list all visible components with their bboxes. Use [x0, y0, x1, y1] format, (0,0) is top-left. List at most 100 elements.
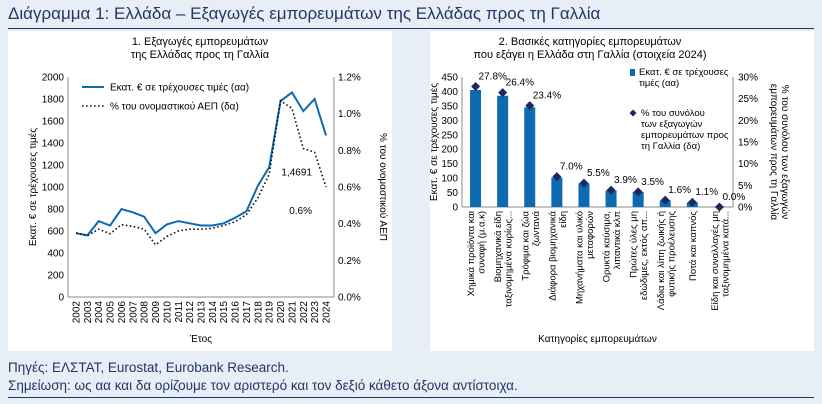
category-label: Βιομηχανικά είδηταξινομημένα κυρίως... — [493, 211, 515, 307]
footer-divider — [8, 397, 814, 398]
left-tick-label: 1400 — [42, 139, 65, 150]
x-tick-label: 2017 — [242, 301, 253, 324]
x-tick-label: 2007 — [128, 301, 139, 324]
category-label-line: ταξινομημένα κατά... — [720, 211, 731, 297]
right-tick-label: 5% — [738, 181, 753, 192]
left-tick-label: 600 — [47, 227, 64, 238]
bar — [578, 183, 590, 207]
category-label-line: μεταφορών — [585, 211, 596, 259]
right-axis-label: % του ονομαστικού ΑΕΠ — [377, 133, 389, 241]
category-label-line: Μηχανήματα και υλικό — [574, 211, 585, 304]
left-tick-label: 100 — [441, 174, 458, 185]
line-chart-panel: 1. Εξαγωγές εμπορευμάτων της Ελλάδας προς… — [8, 31, 392, 351]
category-label-line: είδη — [558, 211, 569, 228]
share-marker — [471, 82, 481, 92]
share-marker — [552, 172, 562, 182]
right-tick-label: 0.0% — [338, 293, 361, 304]
chart-title: που εξάγει η Ελλάδα στη Γαλλία (στοιχεία… — [473, 49, 706, 61]
left-tick-label: 50 — [447, 188, 459, 199]
right-tick-label: 30% — [738, 73, 758, 84]
data-label: 0.6% — [289, 206, 312, 217]
left-tick-label: 200 — [47, 271, 64, 282]
category-label-line: συναφή (μ.α.κ) — [477, 211, 488, 274]
x-tick-label: 2008 — [140, 301, 151, 324]
x-tick-label: 2014 — [208, 301, 219, 324]
legend-entry: % του ονομαστικού ΑΕΠ (δα) — [110, 101, 239, 113]
data-label: 1.6% — [668, 185, 691, 196]
x-tick-label: 2021 — [287, 301, 298, 324]
x-tick-label: 2012 — [185, 301, 196, 324]
x-tick-label: 2023 — [310, 301, 321, 324]
legend-entry: τη Γαλλία (δα) — [641, 141, 700, 152]
x-tick-label: 2013 — [197, 301, 208, 324]
left-axis-label: Εκατ. € σε τρέχουσες τιμές — [430, 83, 440, 201]
left-tick-label: 1000 — [42, 183, 65, 194]
right-tick-label: 0.4% — [338, 219, 361, 230]
legend-entry: Εκατ. € σε τρέχουσες τιμές (αα) — [110, 82, 249, 94]
left-tick-label: 350 — [441, 101, 458, 112]
category-label: Μηχανήματα και υλικόμεταφορών — [574, 211, 596, 304]
right-axis-label-line: εμπορευμάτων προς τη Γαλλία — [768, 84, 780, 221]
category-label: Είδη και συναλλαγές μηταξινομημένα κατά.… — [710, 211, 732, 311]
category-label: Ορυκτά καύσιμα,λιπαντικά κλπ — [602, 211, 624, 283]
x-tick-label: 2006 — [117, 301, 128, 324]
data-label: 5.5% — [587, 168, 610, 179]
x-tick-label: 2022 — [299, 301, 310, 324]
share-marker — [660, 195, 670, 205]
x-tick-label: 2011 — [174, 301, 185, 323]
x-tick-label: 2005 — [106, 301, 117, 324]
x-tick-label: 2002 — [72, 301, 83, 324]
category-label: Ποτά και καπνός — [688, 211, 699, 281]
chart-title: 1. Εξαγωγές εμπορευμάτων — [132, 36, 269, 48]
legend-entry: % του συνόλου — [641, 108, 705, 119]
share-marker — [525, 101, 535, 111]
x-axis-label: Έτος — [189, 334, 212, 345]
x-tick-label: 2004 — [94, 301, 105, 324]
category-label-line: ταξινομημένα κυρίως... — [504, 211, 515, 307]
data-label: 27.8% — [479, 72, 507, 83]
right-tick-label: 20% — [738, 116, 758, 127]
category-label-line: Τρόφιμα και ζώα — [520, 211, 531, 281]
gdp-share-line — [75, 99, 327, 246]
category-label-line: Ποτά και καπνός — [688, 211, 699, 281]
category-label-line: Χημικά προϊόντα και — [466, 211, 477, 296]
right-tick-label: 0.6% — [338, 183, 361, 194]
data-label: 26.4% — [506, 78, 534, 89]
exports-value-line — [75, 90, 327, 237]
x-tick-label: 2016 — [231, 301, 242, 324]
right-tick-label: 1.2% — [338, 73, 361, 84]
category-label-line: Λάδια και λίπη ζωικής ή — [656, 211, 667, 310]
category-label-line: φυτικής προέλευσης — [666, 211, 677, 297]
category-label: Διάφορα βιομηχανικάείδη — [547, 211, 569, 301]
data-label: 1,4691 — [281, 167, 312, 178]
left-tick-label: 200 — [441, 145, 458, 156]
left-tick-label: 250 — [441, 130, 458, 141]
x-tick-label: 2018 — [253, 301, 264, 324]
category-label-line: εδώδιμες, εκτός απ... — [639, 211, 650, 300]
chart-title: της Ελλάδας προς τη Γαλλία — [131, 49, 270, 61]
left-tick-label: 0 — [58, 293, 64, 304]
right-tick-label: 10% — [738, 159, 758, 170]
chart-title: 2. Βασικές κατηγορίες εμπορευμάτων — [499, 36, 682, 48]
x-tick-label: 2019 — [265, 301, 276, 324]
legend-entry: τιμές (αα) — [639, 78, 679, 89]
right-tick-label: 0.8% — [338, 146, 361, 157]
legend-entry: των εξαγωγών — [641, 119, 702, 130]
x-tick-label: 2003 — [83, 301, 94, 324]
category-label-line: ζωντανά — [531, 210, 542, 246]
source-note: Πηγές: ΕΛΣΤΑΤ, Eurostat, Eurobank Resear… — [8, 360, 289, 375]
share-marker — [714, 202, 724, 212]
left-tick-label: 2000 — [42, 73, 65, 84]
data-label: 3.9% — [614, 175, 637, 186]
left-tick-label: 1800 — [42, 95, 65, 106]
x-tick-label: 2024 — [322, 301, 333, 324]
bar — [551, 177, 563, 207]
category-label-line: Βιομηχανικά είδη — [493, 211, 504, 282]
left-tick-label: 800 — [47, 205, 64, 216]
right-axis-label-line: % του συνόλου των εξαγωγών — [779, 85, 791, 219]
data-label: 3.5% — [641, 177, 664, 188]
data-label: 0.0% — [722, 192, 745, 203]
x-tick-label: 2009 — [151, 301, 162, 324]
